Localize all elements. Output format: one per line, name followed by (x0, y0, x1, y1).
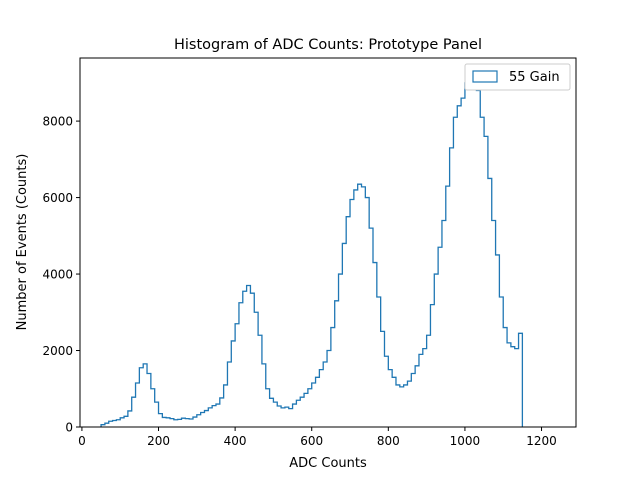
y-tick-label: 8000 (42, 115, 73, 129)
x-tick-label: 1000 (450, 434, 481, 448)
plot-area (100, 70, 524, 427)
x-axis: 0 200 400 600 800 1000 1200 (78, 427, 557, 448)
x-tick-label: 600 (300, 434, 323, 448)
plot-frame (79, 57, 577, 428)
legend-swatch-55-gain (472, 70, 498, 83)
x-tick-label: 0 (78, 434, 86, 448)
x-tick-label: 800 (377, 434, 400, 448)
histogram-step-55-gain (100, 70, 524, 427)
legend: 55 Gain (464, 63, 571, 91)
x-tick-label: 400 (224, 434, 247, 448)
y-tick-label: 4000 (42, 268, 73, 282)
chart-title: Histogram of ADC Counts: Prototype Panel (174, 37, 482, 53)
x-tick-label: 200 (147, 434, 170, 448)
y-tick-label: 0 (65, 421, 73, 435)
y-tick-label: 6000 (42, 191, 73, 205)
legend-label-55-gain: 55 Gain (509, 70, 560, 85)
x-axis-label: ADC Counts (289, 456, 367, 471)
x-tick-label: 1200 (526, 434, 557, 448)
y-tick-label: 2000 (42, 344, 73, 358)
y-axis-label: Number of Events (Counts) (15, 154, 30, 331)
y-axis: 0 2000 4000 6000 8000 (42, 115, 80, 435)
